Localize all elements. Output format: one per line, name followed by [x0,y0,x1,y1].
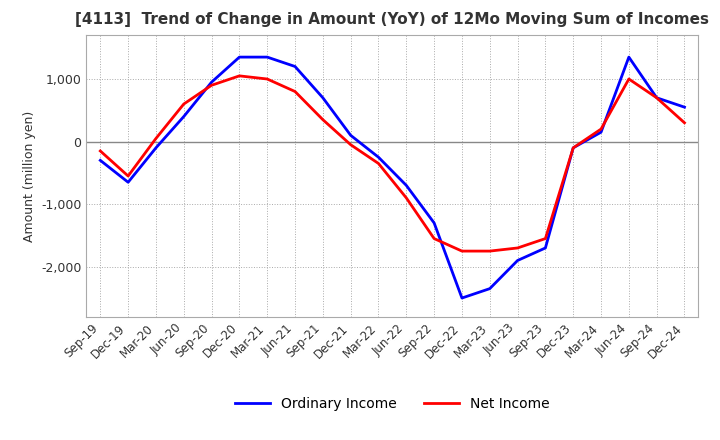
Net Income [263,77,271,82]
Net Income [458,249,467,254]
Net Income [318,117,327,122]
Ordinary Income [430,220,438,226]
Ordinary Income [402,183,410,188]
Net Income [179,101,188,106]
Ordinary Income [318,95,327,100]
Net Income [430,236,438,241]
Net Income [402,195,410,201]
Net Income [124,173,132,179]
Ordinary Income [179,114,188,119]
Y-axis label: Amount (million yen): Amount (million yen) [22,110,35,242]
Title: [4113]  Trend of Change in Amount (YoY) of 12Mo Moving Sum of Incomes: [4113] Trend of Change in Amount (YoY) o… [76,12,709,27]
Line: Ordinary Income: Ordinary Income [100,57,685,298]
Ordinary Income [207,80,216,85]
Ordinary Income [458,295,467,301]
Ordinary Income [652,95,661,100]
Ordinary Income [624,55,633,60]
Net Income [597,126,606,132]
Net Income [541,236,550,241]
Line: Net Income: Net Income [100,76,685,251]
Ordinary Income [152,145,161,150]
Ordinary Income [124,180,132,185]
Ordinary Income [485,286,494,291]
Net Income [374,161,383,166]
Ordinary Income [513,258,522,263]
Net Income [235,73,243,78]
Legend: Ordinary Income, Net Income: Ordinary Income, Net Income [230,392,555,417]
Net Income [624,77,633,82]
Ordinary Income [263,55,271,60]
Ordinary Income [569,145,577,150]
Net Income [652,95,661,100]
Net Income [291,89,300,94]
Net Income [513,246,522,251]
Ordinary Income [346,133,355,138]
Net Income [96,148,104,154]
Ordinary Income [541,246,550,251]
Ordinary Income [96,158,104,163]
Net Income [485,249,494,254]
Ordinary Income [291,64,300,69]
Ordinary Income [374,154,383,160]
Ordinary Income [680,105,689,110]
Net Income [569,145,577,150]
Net Income [207,83,216,88]
Ordinary Income [597,129,606,135]
Ordinary Income [235,55,243,60]
Net Income [152,136,161,141]
Net Income [680,120,689,125]
Net Income [346,142,355,147]
